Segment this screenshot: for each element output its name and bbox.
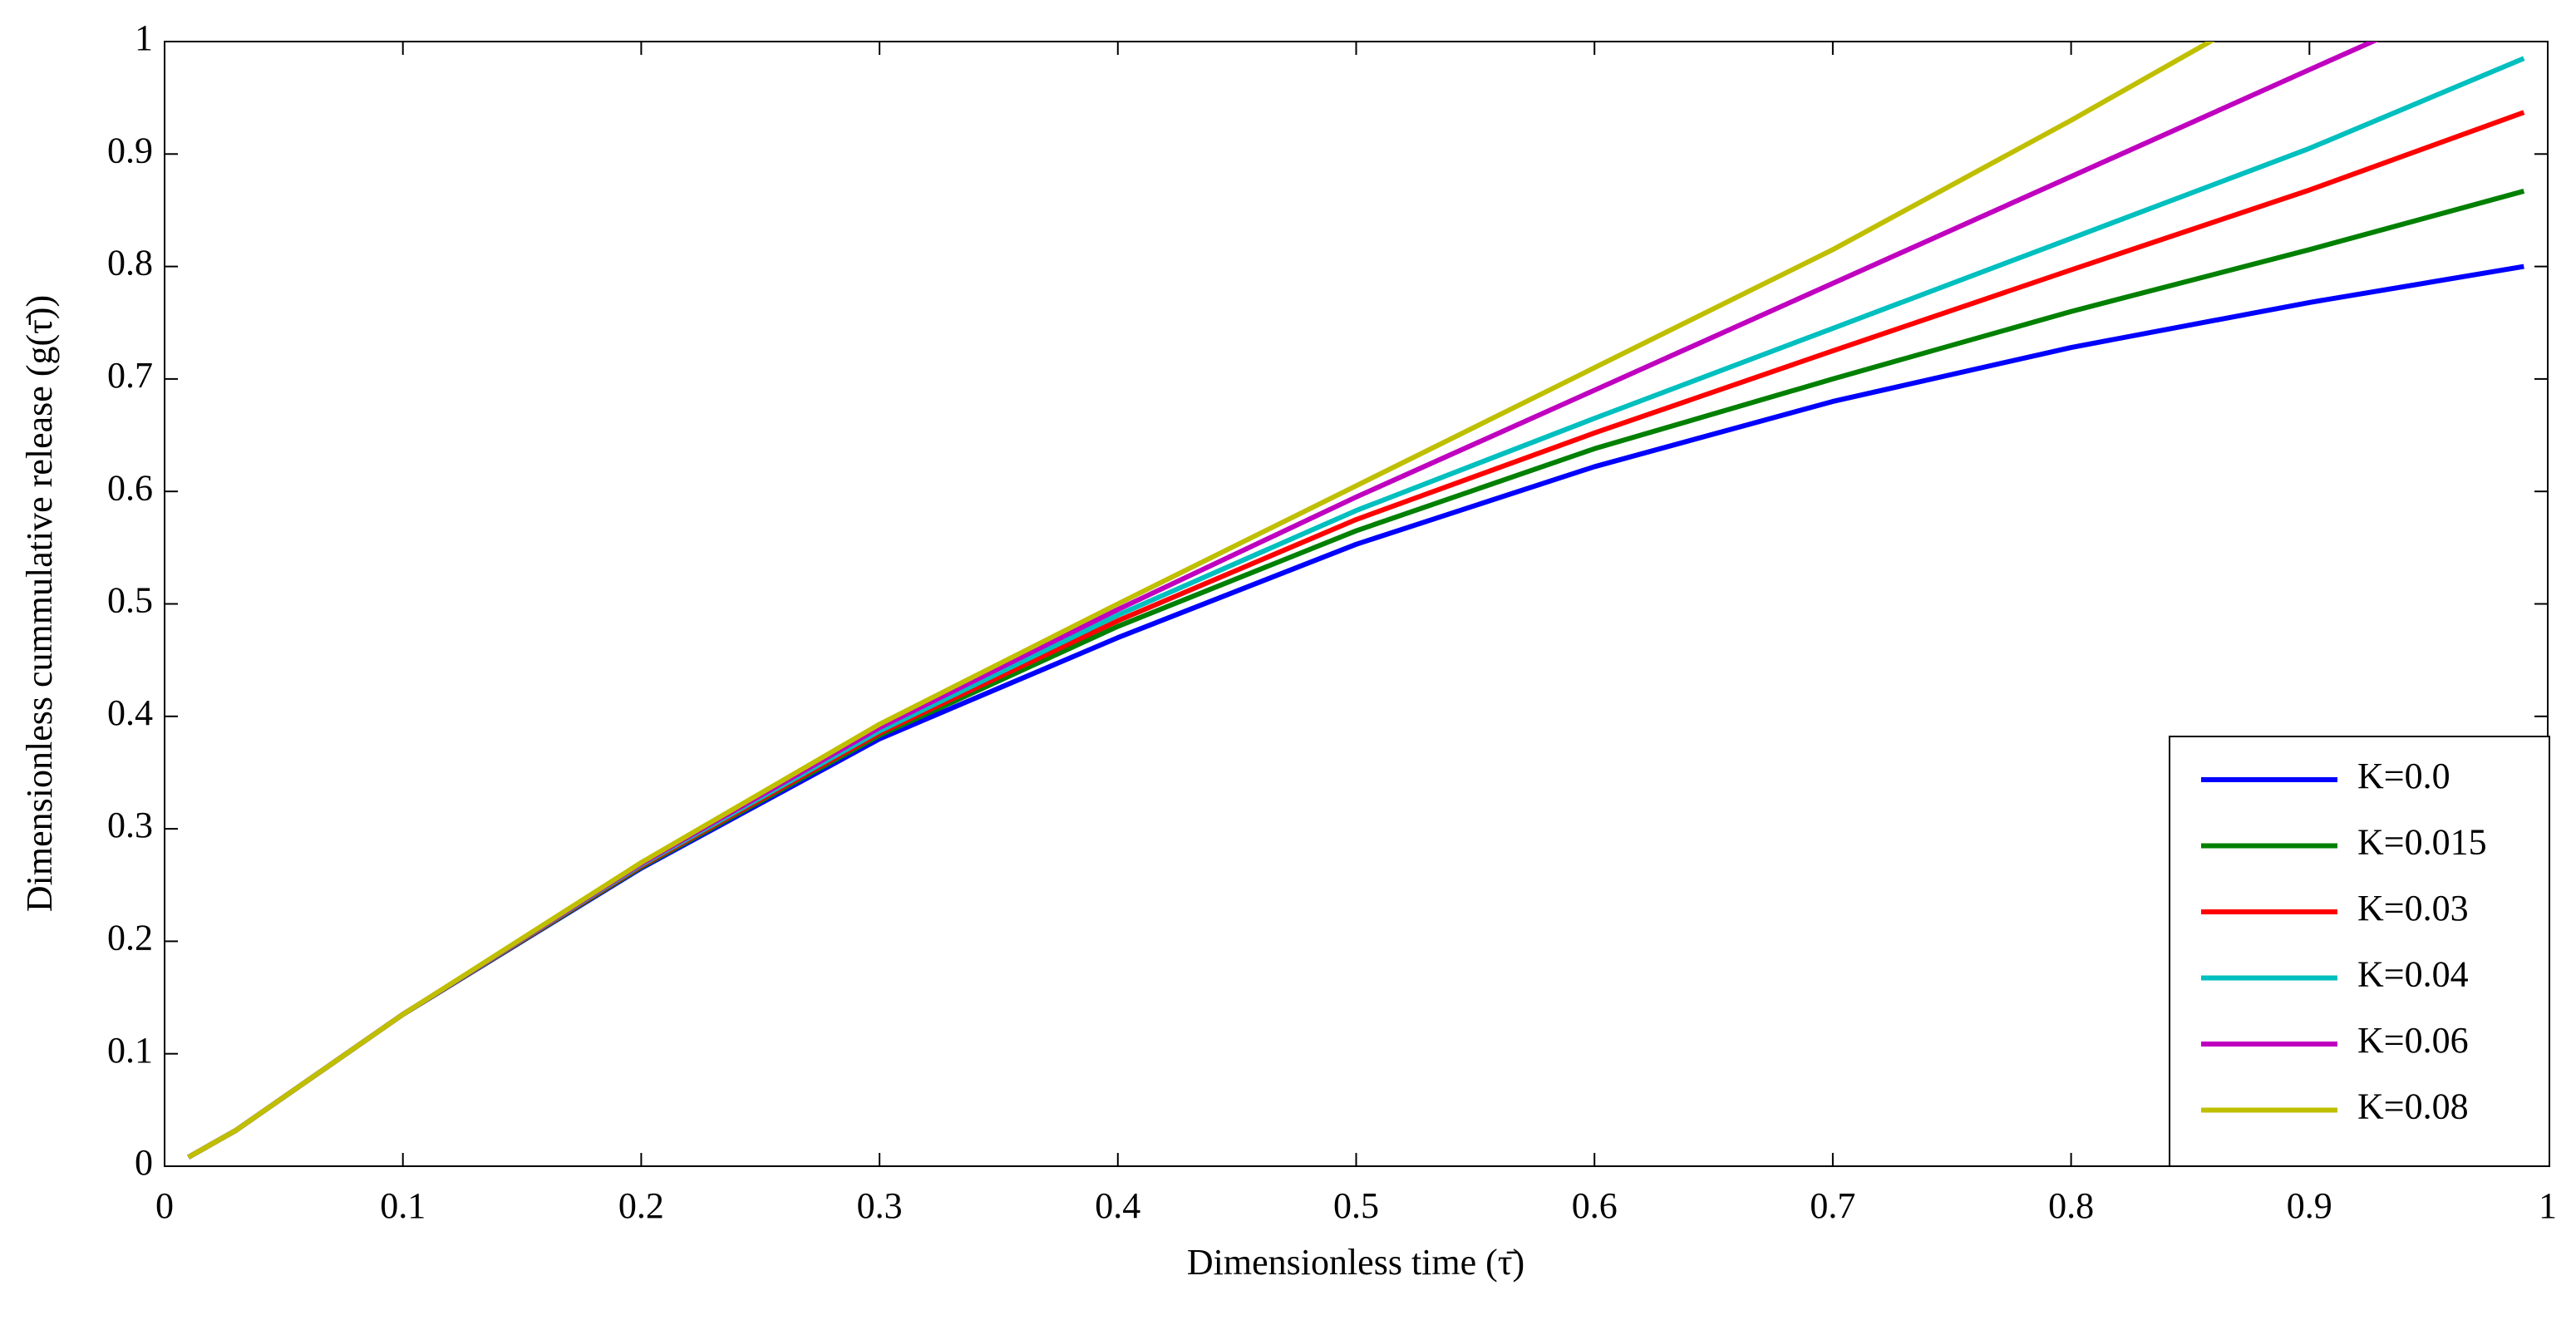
- y-tick-label: 0.4: [107, 692, 153, 733]
- y-tick-label: 0.7: [107, 355, 153, 396]
- y-tick-label: 0.5: [107, 580, 153, 621]
- x-tick-label: 0.7: [1810, 1185, 1855, 1226]
- x-tick-label: 0.8: [2048, 1185, 2094, 1226]
- y-tick-label: 0.8: [107, 243, 153, 283]
- x-tick-label: 0.4: [1095, 1185, 1140, 1226]
- x-tick-label: 0.3: [857, 1185, 903, 1226]
- y-tick-label: 0: [135, 1142, 153, 1183]
- x-tick-label: 0.5: [1333, 1185, 1379, 1226]
- legend-label: K=0.04: [2357, 954, 2469, 995]
- x-tick-label: 0.6: [1572, 1185, 1618, 1226]
- x-axis-label: Dimensionless time (τ̄): [1187, 1242, 1524, 1283]
- legend-label: K=0.06: [2357, 1020, 2469, 1061]
- plot-lines: [187, 42, 2525, 1160]
- y-tick-label: 0.2: [107, 917, 153, 958]
- x-tick-label: 0: [155, 1185, 174, 1226]
- legend-label: K=0.015: [2357, 822, 2487, 863]
- plot-frame: [164, 41, 2549, 1167]
- y-tick-label: 0.1: [107, 1030, 153, 1071]
- y-tick-label: 0.6: [107, 467, 153, 508]
- x-tick-label: 0.9: [2287, 1185, 2332, 1226]
- y-tick-label: 0.3: [107, 805, 153, 845]
- legend-box: [2169, 736, 2550, 1167]
- x-tick-label: 0.1: [380, 1185, 426, 1226]
- legend-label: K=0.08: [2357, 1086, 2469, 1127]
- series-line: [187, 42, 2215, 1160]
- y-tick-label: 0.9: [107, 130, 153, 170]
- y-axis-label: Dimensionless cummulative release (g(τ̄)…: [19, 295, 60, 912]
- legend-label: K=0.0: [2357, 756, 2450, 796]
- legend-label: K=0.03: [2357, 888, 2469, 928]
- y-tick-label: 1: [135, 17, 153, 58]
- x-tick-label: 1: [2539, 1185, 2557, 1226]
- x-tick-label: 0.2: [618, 1185, 664, 1226]
